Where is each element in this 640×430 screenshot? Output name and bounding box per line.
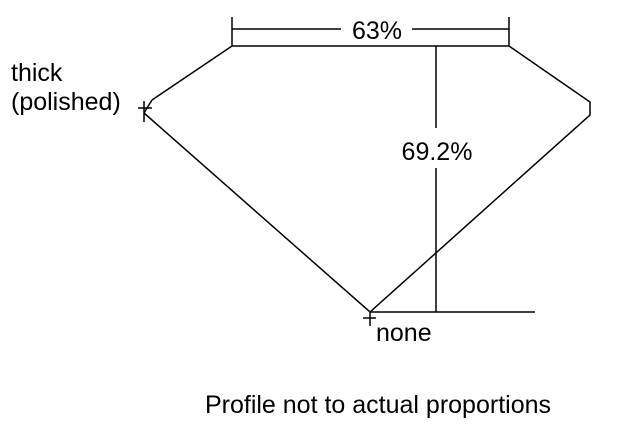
caption: Profile not to actual proportions [205,391,551,419]
culet-marker-plus-icon [363,312,376,326]
diamond-outline [143,45,591,314]
girdle-label-polished: (polished) [11,88,121,116]
girdle-left-edge [143,99,153,114]
depth-percentage-label: 69.2% [402,138,473,166]
girdle-label-thick: thick [11,59,63,87]
culet-label: none [376,319,432,347]
table-percentage-label: 63% [352,17,402,45]
girdle-marker-plus-icon [138,101,152,122]
